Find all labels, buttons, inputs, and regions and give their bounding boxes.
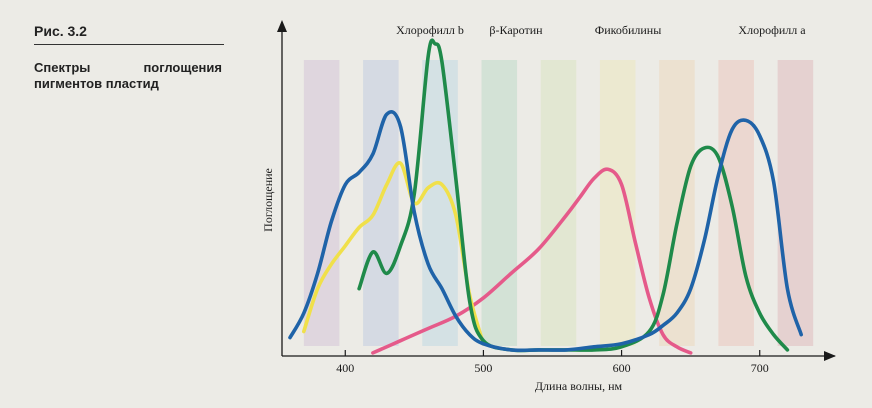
spectrum-band xyxy=(718,60,754,346)
curve-label: Хлорофилл b xyxy=(396,23,464,37)
spectrum-band xyxy=(540,60,577,346)
x-tick-label: 600 xyxy=(613,361,631,375)
curve-label: Фикобилины xyxy=(595,23,662,37)
absorption-curves xyxy=(288,38,803,355)
y-axis-label: Поглощение xyxy=(261,168,275,232)
y-axis-arrow xyxy=(277,20,287,32)
chart-axes xyxy=(277,20,836,361)
spectrum-band xyxy=(481,60,518,346)
figure-divider xyxy=(34,44,224,45)
curve-label: Хлорофилл a xyxy=(738,23,806,37)
spectrum-band xyxy=(777,60,814,346)
curve-labels: Хлорофилл b β-Каротин Фикобилины Хлорофилл … xyxy=(396,23,806,37)
phycobilins-curve xyxy=(371,167,693,355)
x-tick-label: 700 xyxy=(751,361,769,375)
spectrum-band xyxy=(599,60,636,346)
x-tick-label: 500 xyxy=(474,361,492,375)
chlorophyll-a-curve xyxy=(288,110,803,353)
figure-caption: Спектры поглощения пигментов пластид xyxy=(34,60,222,91)
x-ticks: 400 500 600 700 xyxy=(336,350,769,375)
figure-number: Рис. 3.2 xyxy=(34,23,87,39)
x-axis-label: Длина волны, нм xyxy=(535,379,623,393)
curve-label: β-Каротин xyxy=(489,23,543,37)
x-axis-arrow xyxy=(824,351,836,361)
spectrum-band xyxy=(363,60,399,346)
spectrum-band xyxy=(659,60,695,346)
beta-carotene-curve xyxy=(302,161,486,346)
x-tick-label: 400 xyxy=(336,361,354,375)
